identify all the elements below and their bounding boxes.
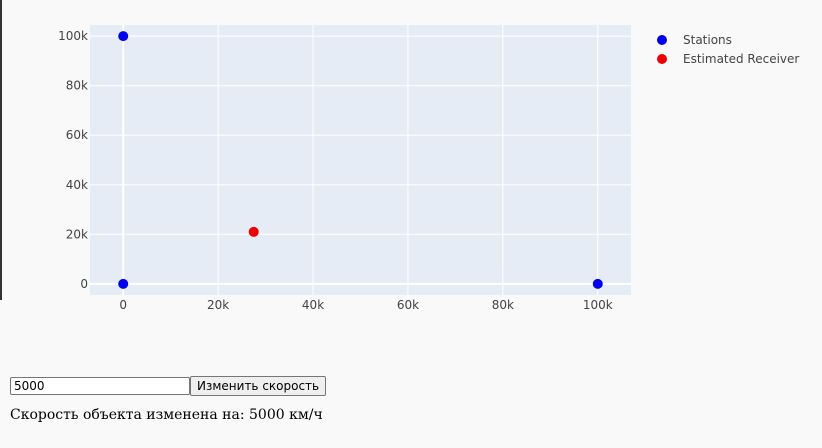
x-tick-label: 20k (207, 298, 229, 312)
stations-marker[interactable] (592, 278, 603, 289)
y-tick-label: 100k (58, 29, 88, 43)
x-tick-label: 80k (492, 298, 514, 312)
x-tick-label: 60k (397, 298, 419, 312)
speed-input[interactable] (10, 377, 190, 395)
estimated-receiver-marker[interactable] (248, 226, 259, 237)
plot-area[interactable] (90, 25, 631, 295)
change-speed-button[interactable]: Изменить скорость (190, 376, 327, 396)
x-tick-label: 100k (583, 298, 613, 312)
plot-svg[interactable]: 0 20k 40k 60k 80k 100k 0 20k 40k 60k 80k 100k Stati… (0, 0, 822, 330)
window-left-edge (0, 0, 2, 300)
y-tick-label: 60k (66, 128, 88, 142)
legend-stations-swatch[interactable] (657, 35, 667, 45)
y-tick-label: 40k (66, 178, 88, 192)
y-tick-label: 20k (66, 227, 88, 241)
speed-controls: Изменить скорость (10, 376, 327, 396)
x-tick-label: 0 (119, 298, 127, 312)
legend-stations-label[interactable]: Stations (683, 33, 732, 47)
stations-marker[interactable] (118, 278, 129, 289)
y-tick-label: 0 (80, 277, 88, 291)
stations-marker[interactable] (118, 31, 129, 42)
legend-estimated-receiver-swatch[interactable] (657, 54, 667, 64)
y-tick-label: 80k (66, 79, 88, 93)
speed-status-message: Скорость объекта изменена на: 5000 км/ч (10, 407, 323, 423)
legend-estimated-receiver-label[interactable]: Estimated Receiver (683, 52, 799, 66)
scatter-plot[interactable]: 0 20k 40k 60k 80k 100k 0 20k 40k 60k 80k 100k Stati… (0, 0, 822, 330)
x-tick-label: 40k (302, 298, 324, 312)
